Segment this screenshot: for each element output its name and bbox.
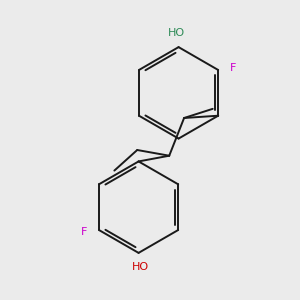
Text: HO: HO <box>168 28 185 38</box>
Text: HO: HO <box>132 262 149 272</box>
Text: F: F <box>230 63 236 73</box>
Text: F: F <box>81 227 88 237</box>
